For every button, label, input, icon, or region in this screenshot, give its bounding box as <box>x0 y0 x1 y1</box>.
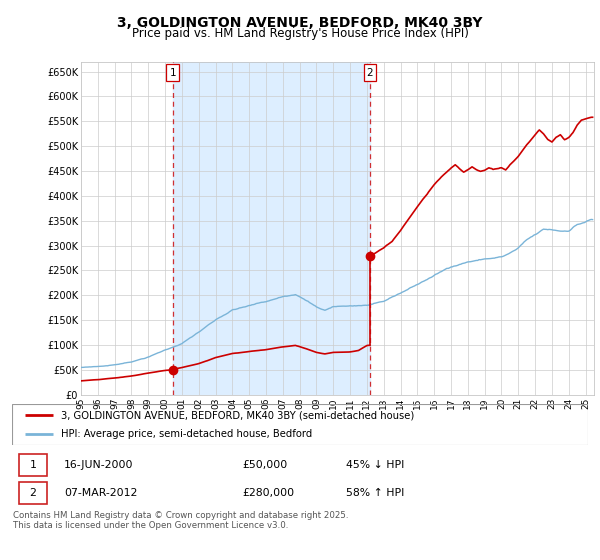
Text: 1: 1 <box>170 68 176 77</box>
Bar <box>19 454 47 476</box>
Text: 3, GOLDINGTON AVENUE, BEDFORD, MK40 3BY (semi-detached house): 3, GOLDINGTON AVENUE, BEDFORD, MK40 3BY … <box>61 410 414 421</box>
Text: 3, GOLDINGTON AVENUE, BEDFORD, MK40 3BY: 3, GOLDINGTON AVENUE, BEDFORD, MK40 3BY <box>117 16 483 30</box>
Text: 2: 2 <box>367 68 373 77</box>
Text: HPI: Average price, semi-detached house, Bedford: HPI: Average price, semi-detached house,… <box>61 429 312 439</box>
Text: 58% ↑ HPI: 58% ↑ HPI <box>346 488 404 498</box>
Text: 45% ↓ HPI: 45% ↓ HPI <box>346 460 404 470</box>
Text: £50,000: £50,000 <box>242 460 287 470</box>
Text: 07-MAR-2012: 07-MAR-2012 <box>64 488 137 498</box>
Text: £280,000: £280,000 <box>242 488 295 498</box>
Text: 1: 1 <box>29 460 36 470</box>
Text: 16-JUN-2000: 16-JUN-2000 <box>64 460 133 470</box>
Bar <box>173 62 370 395</box>
Text: 2: 2 <box>29 488 36 498</box>
Text: Price paid vs. HM Land Registry's House Price Index (HPI): Price paid vs. HM Land Registry's House … <box>131 27 469 40</box>
Bar <box>19 482 47 504</box>
Text: Contains HM Land Registry data © Crown copyright and database right 2025.
This d: Contains HM Land Registry data © Crown c… <box>13 511 349 530</box>
